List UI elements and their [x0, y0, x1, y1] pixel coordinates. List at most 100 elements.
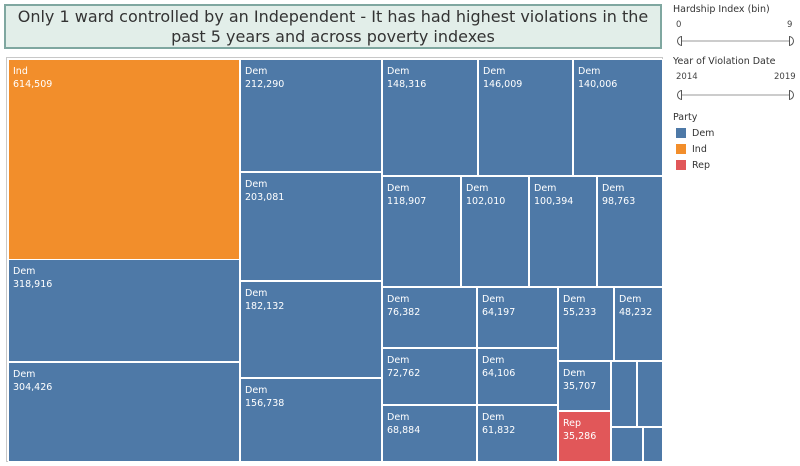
tile-value-label: 148,316	[387, 79, 427, 90]
treemap-tile-dem[interactable]: Dem 304,426	[8, 362, 240, 462]
tile-party-label: Dem	[13, 369, 36, 380]
treemap-tile-dem[interactable]: Dem 146,009	[478, 59, 573, 176]
tile-value-label: 68,884	[387, 425, 421, 436]
tile-party-label: Dem	[563, 368, 586, 379]
treemap-tile-dem[interactable]: Dem 76,382	[382, 287, 477, 348]
tile-value-label: 100,394	[534, 196, 574, 207]
tile-value-label: 98,763	[602, 196, 636, 207]
tile-value-label: 48,232	[619, 307, 653, 318]
tile-value-label: 55,233	[563, 307, 597, 318]
treemap-tile-ind[interactable]: Ind 614,509	[8, 59, 240, 260]
tile-party-label: Dem	[578, 66, 601, 77]
tile-party-label: Dem	[245, 288, 268, 299]
tile-party-label: Dem	[534, 183, 557, 194]
tile-value-label: 61,832	[482, 425, 516, 436]
tile-value-label: 118,907	[387, 196, 427, 207]
treemap-tile-dem[interactable]: Dem 48,232	[614, 287, 663, 361]
treemap-tile-dem[interactable]: Dem 64,106	[477, 348, 558, 405]
tile-party-label: Dem	[387, 294, 410, 305]
year-slider-max-handle[interactable]	[789, 90, 794, 100]
hardship-max-label: 9	[787, 20, 793, 30]
chart-title: Only 1 ward controlled by an Independent…	[4, 4, 662, 49]
tile-value-label: 64,197	[482, 307, 516, 318]
hardship-slider-min-handle[interactable]	[677, 36, 682, 46]
tile-party-label: Dem	[563, 294, 586, 305]
year-min-label: 2014	[676, 72, 698, 82]
tile-value-label: 146,009	[483, 79, 523, 90]
legend-swatch-rep	[676, 160, 686, 170]
tile-party-label: Dem	[483, 66, 506, 77]
tile-party-label: Dem	[619, 294, 642, 305]
tile-value-label: 212,290	[245, 79, 285, 90]
tile-party-label: Rep	[563, 418, 582, 429]
legend-label-dem: Dem	[692, 127, 715, 139]
tile-party-label: Dem	[482, 412, 505, 423]
legend-label-rep: Rep	[692, 159, 711, 171]
legend-item-ind[interactable]: Ind	[676, 143, 707, 155]
treemap-tile-dem[interactable]: Dem 72,762	[382, 348, 477, 405]
legend-item-rep[interactable]: Rep	[676, 159, 710, 171]
treemap-tile-dem[interactable]	[611, 427, 643, 462]
tile-value-label: 64,106	[482, 368, 516, 379]
treemap-tile-dem[interactable]: Dem 64,197	[477, 287, 558, 348]
tile-party-label: Dem	[482, 355, 505, 366]
tile-party-label: Dem	[13, 266, 36, 277]
treemap: Ind 614,509 Dem 318,916 Dem 304,426 Dem 212,290…	[6, 57, 663, 462]
legend-swatch-ind	[676, 144, 686, 154]
treemap-tile-dem[interactable]	[611, 361, 637, 427]
tile-party-label: Dem	[387, 412, 410, 423]
treemap-tile-dem[interactable]: Dem 55,233	[558, 287, 614, 361]
tile-party-label: Dem	[245, 179, 268, 190]
treemap-tile-dem[interactable]: Dem 140,006	[573, 59, 663, 176]
tile-party-label: Dem	[245, 66, 268, 77]
year-slider-min-handle[interactable]	[677, 90, 682, 100]
tile-value-label: 35,286	[563, 431, 597, 442]
treemap-tile-dem[interactable]: Dem 61,832	[477, 405, 558, 462]
legend-label-ind: Ind	[692, 143, 707, 155]
legend-item-dem[interactable]: Dem	[676, 127, 714, 139]
treemap-tile-dem[interactable]: Dem 35,707	[558, 361, 611, 411]
treemap-tile-dem[interactable]: Dem 148,316	[382, 59, 478, 176]
hardship-min-label: 0	[676, 20, 682, 30]
tile-party-label: Dem	[387, 183, 410, 194]
treemap-tile-rep[interactable]: Rep 35,286	[558, 411, 611, 462]
treemap-tile-dem[interactable]	[637, 361, 663, 427]
year-slider-track[interactable]	[679, 94, 793, 96]
tile-value-label: 304,426	[13, 382, 53, 393]
hardship-slider-max-handle[interactable]	[789, 36, 794, 46]
tile-value-label: 318,916	[13, 279, 53, 290]
tile-party-label: Dem	[602, 183, 625, 194]
legend-swatch-dem	[676, 128, 686, 138]
chart-title-text: Only 1 ward controlled by an Independent…	[17, 6, 649, 46]
year-max-label: 2019	[774, 72, 796, 82]
treemap-tile-dem[interactable]: Dem 156,738	[240, 378, 382, 462]
treemap-tile-dem[interactable]: Dem 68,884	[382, 405, 477, 462]
tile-party-label: Dem	[482, 294, 505, 305]
tile-value-label: 203,081	[245, 192, 285, 203]
tile-party-label: Dem	[466, 183, 489, 194]
treemap-tile-dem[interactable]: Dem 118,907	[382, 176, 461, 287]
treemap-tile-dem[interactable]: Dem 98,763	[597, 176, 663, 287]
tile-value-label: 72,762	[387, 368, 421, 379]
treemap-tile-dem[interactable]: Dem 212,290	[240, 59, 382, 172]
tile-value-label: 102,010	[466, 196, 506, 207]
hardship-slider-track[interactable]	[679, 40, 793, 42]
tile-value-label: 140,006	[578, 79, 618, 90]
tile-value-label: 156,738	[245, 398, 285, 409]
treemap-tile-dem[interactable]: Dem 182,132	[240, 281, 382, 378]
treemap-tile-dem[interactable]	[643, 427, 663, 462]
tile-value-label: 182,132	[245, 301, 285, 312]
tile-value-label: 614,509	[13, 79, 53, 90]
tile-party-label: Dem	[245, 385, 268, 396]
treemap-tile-dem[interactable]: Dem 203,081	[240, 172, 382, 281]
treemap-tile-dem[interactable]: Dem 318,916	[8, 259, 240, 362]
treemap-tile-dem[interactable]: Dem 102,010	[461, 176, 529, 287]
legend-title: Party	[673, 112, 698, 123]
year-filter-title: Year of Violation Date	[673, 56, 776, 67]
tile-party-label: Ind	[13, 66, 28, 77]
tile-party-label: Dem	[387, 355, 410, 366]
tile-value-label: 76,382	[387, 307, 421, 318]
tile-value-label: 35,707	[563, 381, 597, 392]
treemap-tile-dem[interactable]: Dem 100,394	[529, 176, 597, 287]
tile-party-label: Dem	[387, 66, 410, 77]
